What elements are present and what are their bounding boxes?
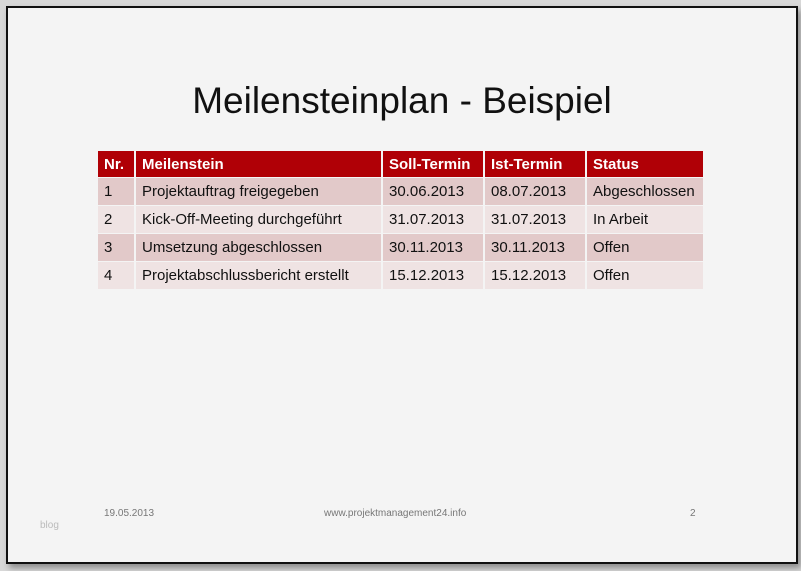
- cell-nr: 3: [98, 233, 136, 262]
- table-row: 1 Projektauftrag freigegeben 30.06.2013 …: [98, 177, 705, 206]
- cell-status: Abgeschlossen: [586, 177, 705, 206]
- header-soll-termin: Soll-Termin: [382, 151, 485, 178]
- header-nr: Nr.: [98, 151, 136, 178]
- cell-meilenstein: Umsetzung abgeschlossen: [135, 233, 383, 262]
- cell-soll-termin: 15.12.2013: [382, 261, 485, 290]
- cell-ist-termin: 31.07.2013: [484, 205, 587, 234]
- watermark-text: blog: [40, 520, 59, 531]
- cell-ist-termin: 30.11.2013: [484, 233, 587, 262]
- cell-status: In Arbeit: [586, 205, 705, 234]
- footer-page-number: 2: [690, 508, 696, 519]
- cell-soll-termin: 31.07.2013: [382, 205, 485, 234]
- table-row: 2 Kick-Off-Meeting durchgeführt 31.07.20…: [98, 205, 705, 234]
- cell-soll-termin: 30.11.2013: [382, 233, 485, 262]
- cell-meilenstein: Projektabschlussbericht erstellt: [135, 261, 383, 290]
- cell-meilenstein: Projektauftrag freigegeben: [135, 177, 383, 206]
- cell-ist-termin: 08.07.2013: [484, 177, 587, 206]
- header-status: Status: [586, 151, 705, 178]
- cell-nr: 2: [98, 205, 136, 234]
- table-header-row: Nr. Meilenstein Soll-Termin Ist-Termin S…: [98, 151, 705, 178]
- cell-status: Offen: [586, 261, 705, 290]
- cell-meilenstein: Kick-Off-Meeting durchgeführt: [135, 205, 383, 234]
- milestone-table: Nr. Meilenstein Soll-Termin Ist-Termin S…: [98, 151, 705, 290]
- slide: Meilensteinplan - Beispiel Nr. Meilenste…: [6, 6, 798, 564]
- cell-soll-termin: 30.06.2013: [382, 177, 485, 206]
- slide-title: Meilensteinplan - Beispiel: [192, 80, 612, 121]
- table-row: 4 Projektabschlussbericht erstellt 15.12…: [98, 261, 705, 290]
- footer-date: 19.05.2013: [104, 508, 155, 519]
- cell-nr: 1: [98, 177, 136, 206]
- footer-website: www.projektmanagement24.info: [324, 508, 467, 519]
- cell-status: Offen: [586, 233, 705, 262]
- header-meilenstein: Meilenstein: [135, 151, 383, 178]
- table-row: 3 Umsetzung abgeschlossen 30.11.2013 30.…: [98, 233, 705, 262]
- cell-nr: 4: [98, 261, 136, 290]
- header-ist-termin: Ist-Termin: [484, 151, 587, 178]
- cell-ist-termin: 15.12.2013: [484, 261, 587, 290]
